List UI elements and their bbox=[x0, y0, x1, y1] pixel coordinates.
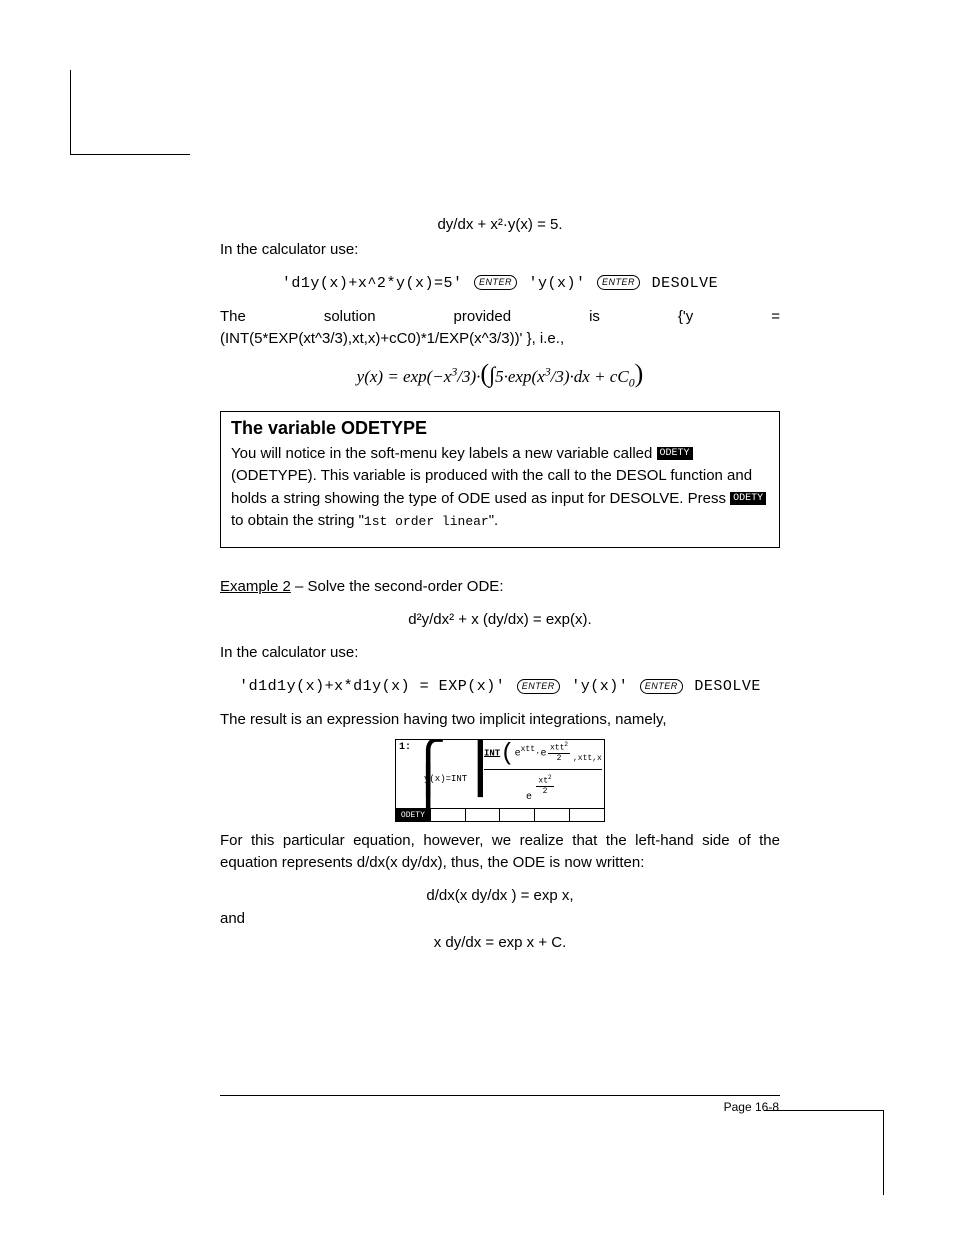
menu-empty bbox=[431, 809, 466, 821]
enter-key-icon: ENTER bbox=[474, 275, 517, 290]
crop-mark-bottom-right bbox=[764, 1110, 884, 1195]
calc1-part-b: 'y(x)' bbox=[529, 275, 586, 292]
sol-w5: {'y bbox=[678, 308, 693, 325]
screen-int: INT bbox=[484, 748, 500, 758]
eq2-a: y(x) = exp(−x bbox=[357, 367, 452, 386]
screen-e3: e bbox=[526, 792, 532, 803]
menu-empty bbox=[570, 809, 604, 821]
screen-yx: y(x)=INT bbox=[424, 774, 467, 784]
odety-softkey-icon: ODETY bbox=[730, 492, 766, 505]
box-text-d: ". bbox=[489, 512, 499, 529]
screen-xt: xt bbox=[538, 777, 548, 786]
eq2-d: /3)·dx + cC bbox=[551, 367, 629, 386]
enter-key-icon: ENTER bbox=[640, 679, 683, 694]
calc2-part-c: DESOLVE bbox=[694, 678, 761, 695]
and-text: and bbox=[220, 908, 780, 930]
page-content: dy/dx + x²·y(x) = 5. In the calculator u… bbox=[220, 210, 780, 957]
page-number: Page 16-8 bbox=[724, 1100, 779, 1114]
menu-empty bbox=[500, 809, 535, 821]
screen-two1: 2 bbox=[564, 741, 568, 748]
calc2-part-a: 'd1d1y(x)+x*d1y(x) = EXP(x)' bbox=[239, 678, 505, 695]
screen-e2: e bbox=[540, 748, 546, 759]
eq2-b: /3)· bbox=[457, 367, 480, 386]
calc1-part-a: 'd1y(x)+x^2*y(x)=5' bbox=[282, 275, 463, 292]
equation-2: y(x) = exp(−x3/3)·(∫5·exp(x3/3)·dx + cC0… bbox=[220, 359, 780, 390]
odety-softkey-icon: ODETY bbox=[657, 447, 693, 460]
menu-empty bbox=[466, 809, 501, 821]
sol-line2: (INT(5*EXP(xt^3/3),xt,x)+cC0)*1/EXP(x^3/… bbox=[220, 328, 780, 350]
screen-two4: 2 bbox=[536, 787, 554, 796]
menu-empty bbox=[535, 809, 570, 821]
result-intro: The result is an expression having two i… bbox=[220, 709, 780, 731]
particular-text: For this particular equation, however, w… bbox=[220, 830, 780, 874]
footer-rule bbox=[220, 1095, 780, 1096]
screen-two2: 2 bbox=[548, 754, 570, 763]
example2-label: Example 2 bbox=[220, 578, 291, 595]
box-text-b: (ODETYPE). This variable is produced wit… bbox=[231, 467, 752, 507]
sol-w2: solution bbox=[324, 308, 376, 325]
crop-mark-top-left bbox=[70, 70, 190, 155]
example2-rest: – Solve the second-order ODE: bbox=[291, 578, 504, 595]
linear-string: 1st order linear bbox=[364, 514, 489, 529]
eq2-c: 5·exp(x bbox=[495, 367, 545, 386]
box-text-c: to obtain the string " bbox=[231, 512, 364, 529]
screen-xtt2: xtt bbox=[550, 744, 564, 753]
calc1-part-c: DESOLVE bbox=[652, 275, 719, 292]
intro-text-1: In the calculator use: bbox=[220, 239, 780, 261]
equation-4: d/dx(x dy/dx ) = exp x, bbox=[220, 887, 780, 904]
equation-3: d²y/dx² + x (dy/dx) = exp(x). bbox=[220, 611, 780, 628]
sol-w1: The bbox=[220, 308, 246, 325]
equation-1: dy/dx + x²·y(x) = 5. bbox=[220, 216, 780, 233]
screen-menu: ODETY bbox=[396, 808, 604, 821]
box-text-a: You will notice in the soft-menu key lab… bbox=[231, 445, 657, 462]
sol-w6: = bbox=[771, 308, 780, 325]
equation-5: x dy/dx = exp x + C. bbox=[220, 934, 780, 951]
example-2-heading: Example 2 – Solve the second-order ODE: bbox=[220, 576, 780, 598]
sol-w3: provided bbox=[454, 308, 512, 325]
calc2-part-b: 'y(x)' bbox=[571, 678, 628, 695]
intro-text-2: In the calculator use: bbox=[220, 642, 780, 664]
calculator-screen: 1: ⎧ ⎩ y(x)=INT ⎡ INT(extt·e xtt2 2 ,xtt… bbox=[395, 739, 605, 822]
odetype-box: The variable ODETYPE You will notice in … bbox=[220, 411, 780, 548]
calculator-input-1: 'd1y(x)+x^2*y(x)=5' ENTER 'y(x)' ENTER D… bbox=[220, 275, 780, 292]
screen-xtt1: xtt bbox=[521, 745, 535, 754]
sol-w4: is bbox=[589, 308, 600, 325]
calculator-input-2: 'd1d1y(x)+x*d1y(x) = EXP(x)' ENTER 'y(x)… bbox=[220, 678, 780, 695]
box-title: The variable ODETYPE bbox=[231, 418, 769, 439]
solution-text: The solution provided is {'y = (INT(5*EX… bbox=[220, 306, 780, 350]
screen-two3: 2 bbox=[548, 774, 552, 781]
enter-key-icon: ENTER bbox=[597, 275, 640, 290]
screen-tail: ,xtt,x bbox=[573, 754, 602, 763]
enter-key-icon: ENTER bbox=[517, 679, 560, 694]
menu-odety: ODETY bbox=[396, 809, 431, 821]
screen-row-label: 1: bbox=[399, 742, 411, 753]
